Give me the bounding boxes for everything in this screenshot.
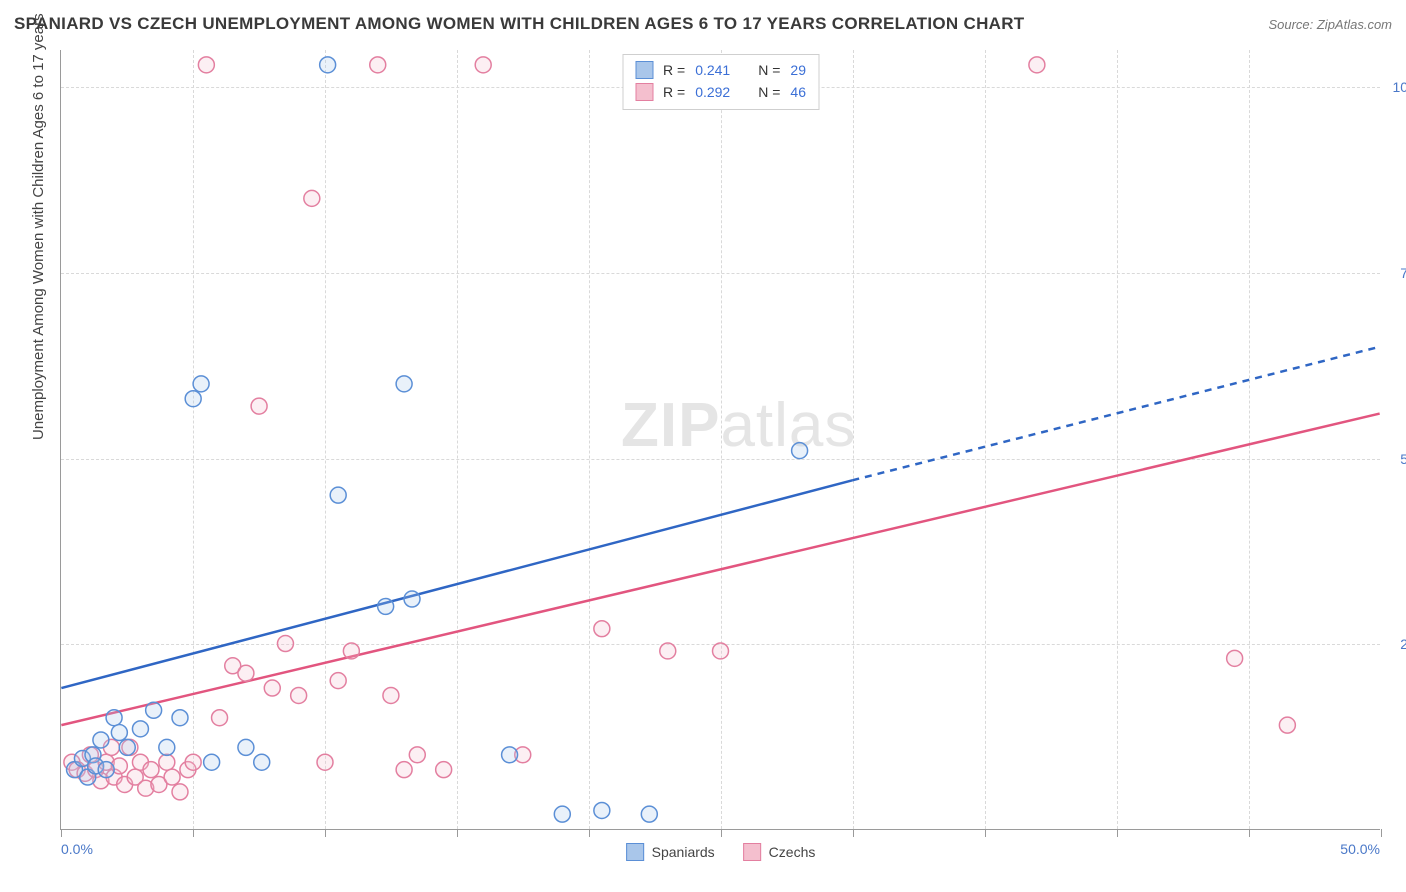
chart-title: SPANIARD VS CZECH UNEMPLOYMENT AMONG WOM… (14, 14, 1024, 34)
swatch-czechs (635, 83, 653, 101)
scatter-plot-svg (61, 50, 1380, 829)
y-axis-title: Unemployment Among Women with Children A… (30, 13, 47, 440)
swatch-spaniards (635, 61, 653, 79)
y-tick-label: 100.0% (1385, 79, 1406, 95)
correlation-stats-legend: R = 0.241 N = 29 R = 0.292 N = 46 (622, 54, 819, 110)
y-tick-label: 75.0% (1385, 265, 1406, 281)
source-attribution: Source: ZipAtlas.com (1268, 17, 1392, 32)
series-legend: Spaniards Czechs (626, 843, 816, 861)
legend-item-czechs: Czechs (743, 843, 816, 861)
swatch-czechs (743, 843, 761, 861)
swatch-spaniards (626, 843, 644, 861)
x-tick-label: 50.0% (1340, 841, 1380, 857)
chart-plot-area: ZIPatlas R = 0.241 N = 29 R = 0.292 N = … (60, 50, 1380, 830)
y-tick-label: 25.0% (1385, 636, 1406, 652)
y-tick-label: 50.0% (1385, 451, 1406, 467)
stat-row-spaniards: R = 0.241 N = 29 (635, 59, 806, 81)
chart-header: SPANIARD VS CZECH UNEMPLOYMENT AMONG WOM… (14, 14, 1392, 34)
x-tick-label: 0.0% (61, 841, 93, 857)
legend-item-spaniards: Spaniards (626, 843, 715, 861)
stat-row-czechs: R = 0.292 N = 46 (635, 81, 806, 103)
